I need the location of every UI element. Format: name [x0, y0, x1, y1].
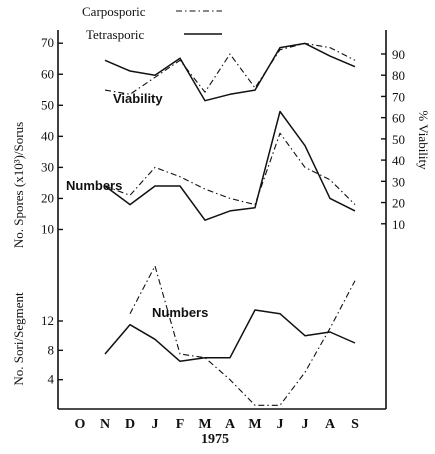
- series-line-tetrasporic-viability-spores: [104, 42, 356, 102]
- y-tick-label-sori: 8: [48, 342, 55, 357]
- x-tick-label: M: [198, 417, 211, 432]
- y-tick-label-viability: 80: [392, 68, 405, 83]
- annotation-sori-numbers: Numbers: [152, 305, 208, 320]
- y-tick-label-spores: 40: [41, 128, 54, 143]
- legend-label-tetrasporic: Tetrasporic: [86, 27, 145, 42]
- x-tick-label: A: [225, 417, 236, 432]
- y-tick-label-spores: 30: [41, 159, 54, 174]
- x-tick-label: D: [125, 417, 135, 432]
- y-tick-label-sori: 4: [48, 372, 55, 387]
- y-tick-label-spores: 20: [41, 190, 54, 205]
- y-tick-label-viability: 20: [392, 196, 405, 211]
- x-tick-label: A: [325, 417, 336, 432]
- annotation-viability: Viability: [113, 91, 163, 106]
- y-tick-label-viability: 40: [392, 153, 405, 168]
- series-line-tetrasporic-numbers-sori: [104, 309, 356, 363]
- x-axis-year-label: 1975: [201, 432, 229, 447]
- series-line-tetrasporic-numbers-spores: [104, 110, 356, 221]
- y-tick-label-spores: 50: [41, 97, 54, 112]
- x-tick-label: J: [302, 417, 309, 432]
- y-tick-label-spores: 60: [41, 66, 54, 81]
- x-tick-label: M: [248, 417, 261, 432]
- x-tick-label: F: [176, 417, 185, 432]
- y-tick-label-viability: 60: [392, 111, 405, 126]
- y-tick-label-spores: 70: [41, 35, 54, 50]
- series-layer: [104, 42, 356, 406]
- y-tick-label-viability: 50: [392, 132, 405, 147]
- legend-label-carposporic: Carposporic: [82, 4, 146, 19]
- y-tick-label-viability: 70: [392, 89, 405, 104]
- y-axis-title-sori: No. Sori/Segment: [11, 292, 26, 386]
- x-tick-label: N: [100, 417, 110, 432]
- y-tick-label-sori: 12: [41, 313, 54, 328]
- y-axis-title-spores: No. Spores (x10³)/Sorus: [11, 122, 26, 248]
- y-axis-title-viability: % Viability: [416, 110, 431, 170]
- series-line-carposporic-viability-spores: [104, 42, 356, 95]
- x-tick-label: J: [277, 417, 284, 432]
- y-tick-label-viability: 90: [392, 47, 405, 62]
- series-line-carposporic-numbers-spores: [104, 132, 356, 206]
- annotation-spore-numbers: Numbers: [66, 178, 122, 193]
- text-layer: Carposporic Tetrasporic Viability Number…: [11, 4, 431, 447]
- x-tick-label: O: [75, 417, 86, 432]
- series-line-carposporic-numbers-sori: [129, 265, 356, 406]
- x-tick-label: J: [152, 417, 159, 432]
- axes-layer: O N D J F M A M J J A S1020304050607010203040506070…: [41, 10, 405, 432]
- y-tick-label-spores: 10: [41, 221, 54, 236]
- x-tick-label: S: [351, 417, 359, 432]
- y-tick-label-viability: 10: [392, 217, 405, 232]
- y-tick-label-viability: 30: [392, 174, 405, 189]
